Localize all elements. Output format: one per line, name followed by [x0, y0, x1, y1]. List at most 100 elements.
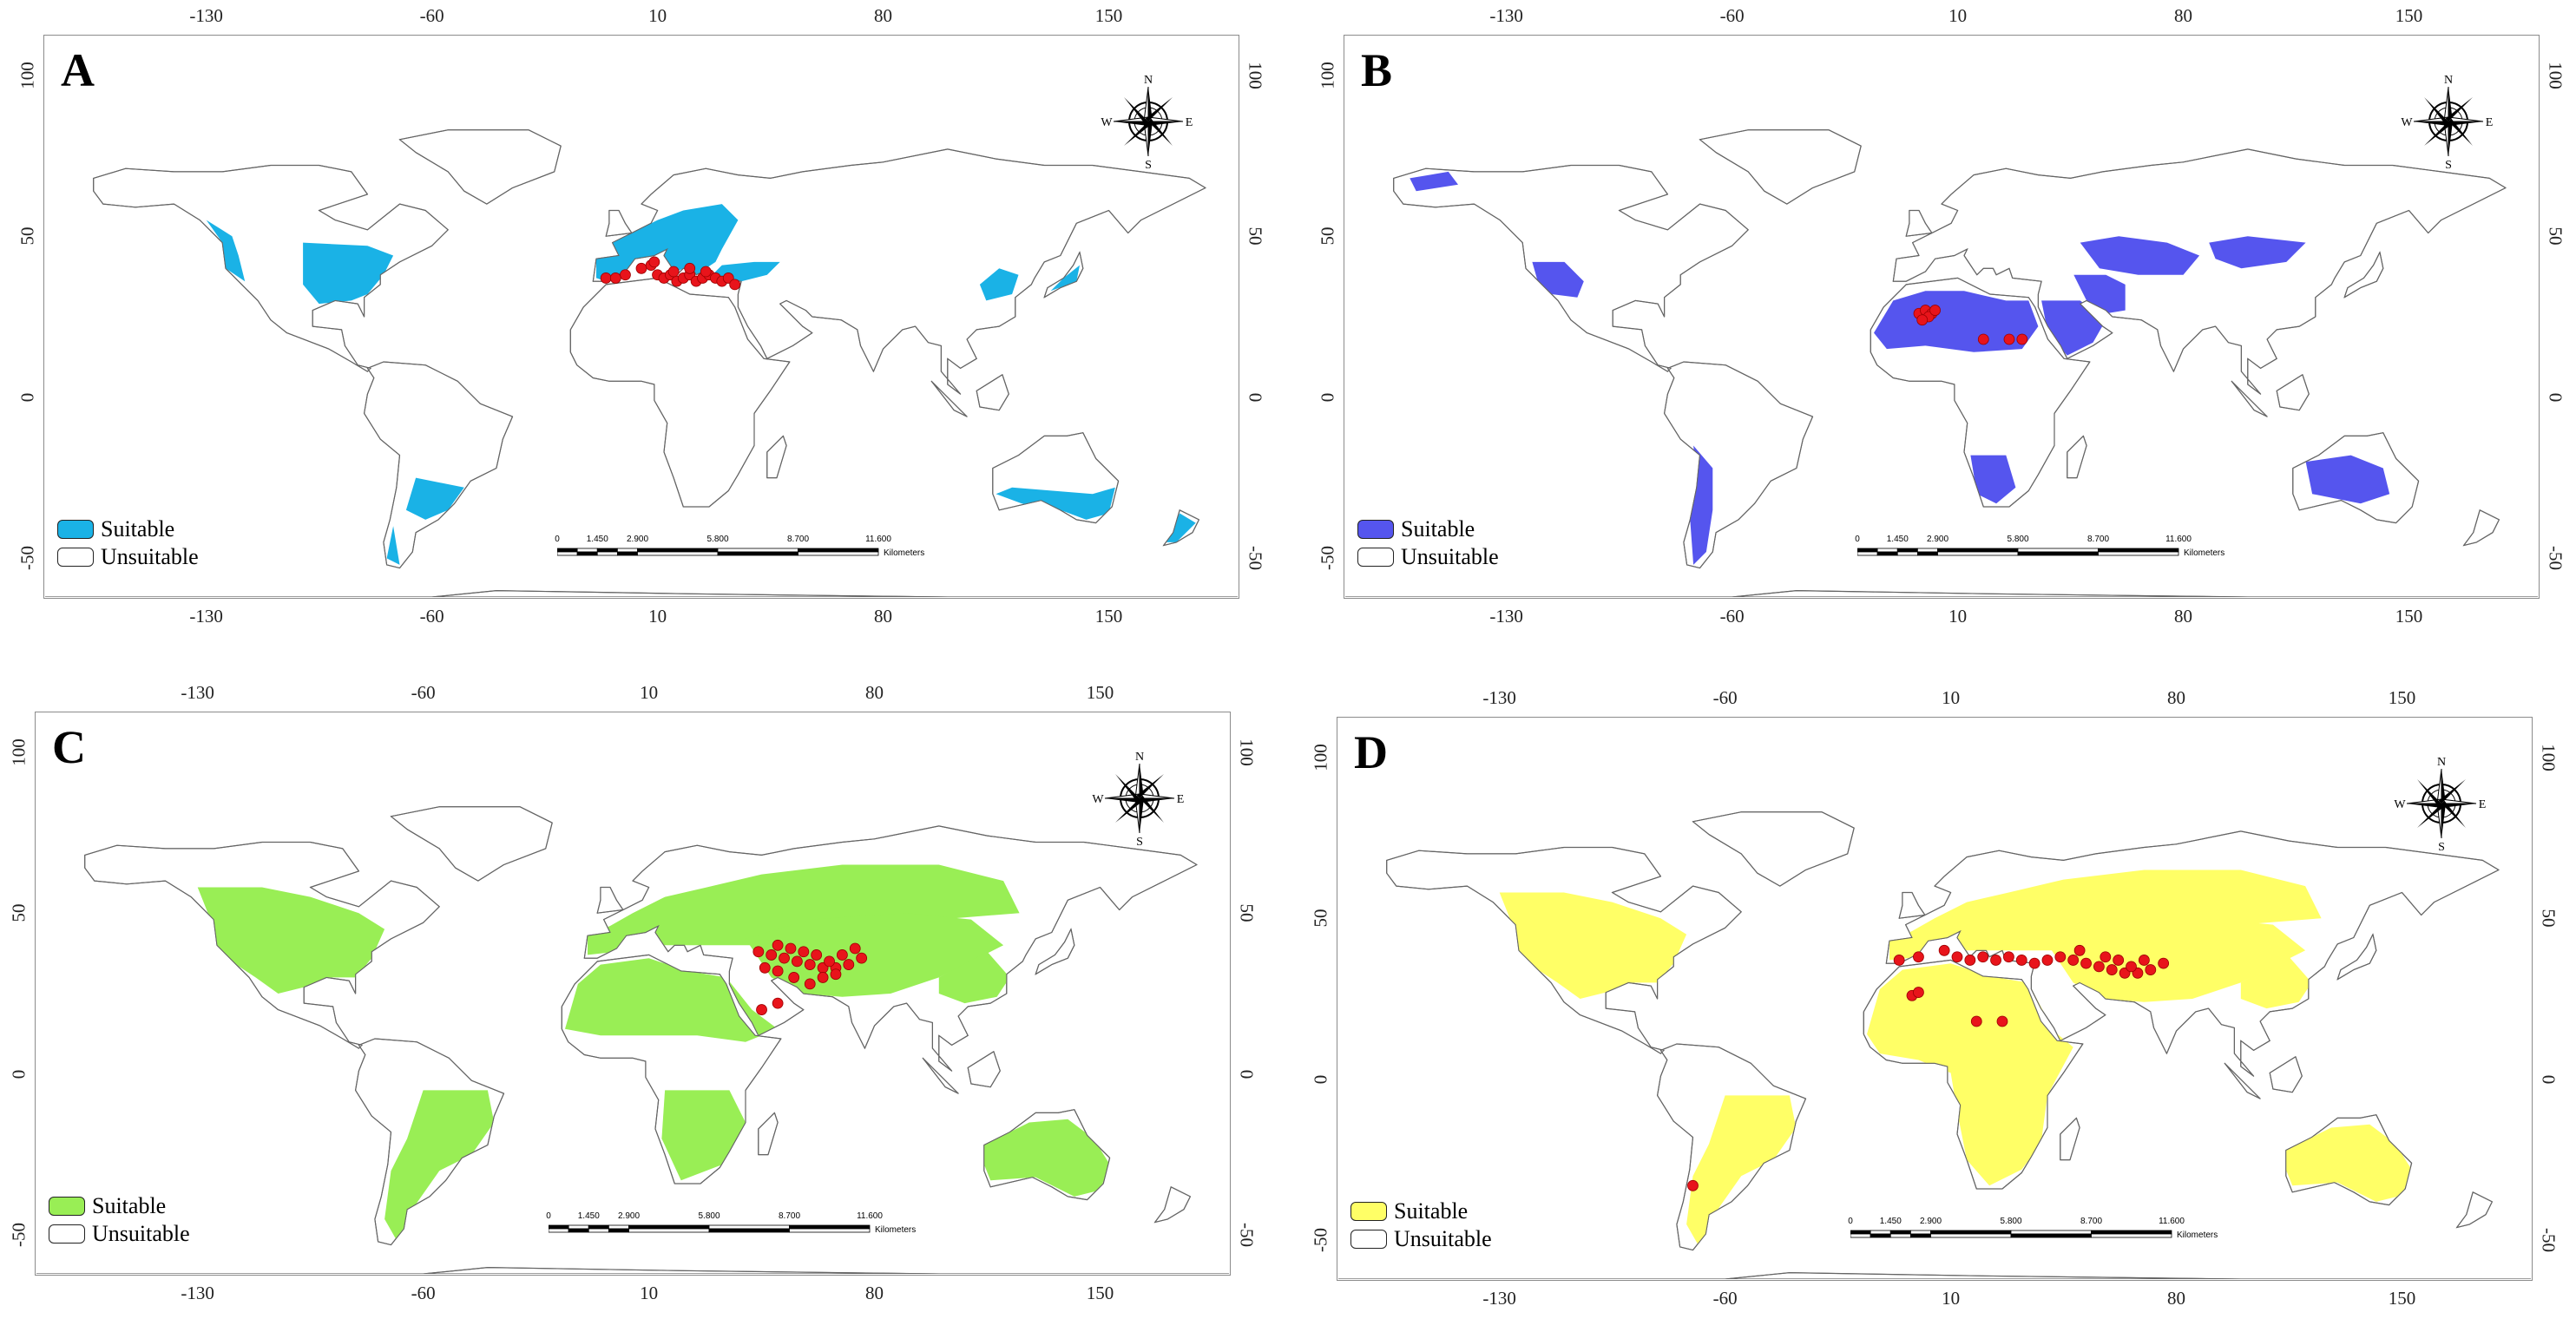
panel-letter: C [52, 721, 86, 773]
suitable-area-europe-broad [1889, 869, 2322, 961]
occurrence-point [836, 949, 848, 961]
occurrence-point [2126, 961, 2137, 973]
x-tick-label: -60 [1712, 1288, 1738, 1309]
suitable-area-north-america-east [303, 242, 394, 305]
scale-label: 2.900 [617, 1211, 641, 1221]
x-tick-label: 80 [874, 606, 892, 627]
occurrence-point [785, 942, 797, 955]
occurrence-point [648, 256, 660, 268]
occurrence-point [2054, 951, 2067, 963]
landmass [1905, 209, 1933, 237]
suitable-area-east-asia [979, 268, 1019, 301]
suitable-area-central-asia-broad [746, 913, 1004, 997]
x-tick-label: -60 [1719, 606, 1745, 627]
y-tick-label: 0 [1245, 392, 1266, 403]
occurrence-point [1687, 1179, 1699, 1191]
suitable-area-south-america-south [386, 526, 400, 565]
legend-swatch-suitable [1350, 1202, 1387, 1221]
occurrence-point [772, 939, 784, 951]
scale-label: 1.450 [586, 535, 608, 544]
y-tick-label: 100 [2545, 61, 2566, 89]
occurrence-point [2158, 957, 2170, 969]
scale-bar-graphic [1857, 548, 2179, 556]
x-tick-label: -130 [1489, 5, 1523, 26]
x-tick-label: 150 [1086, 1283, 1114, 1303]
legend-swatch-suitable [1357, 520, 1394, 539]
occurrence-point [2145, 964, 2157, 975]
scale-unit-label: Kilometers [2177, 1230, 2218, 1240]
compass-label-w: W [1092, 793, 1104, 806]
occurrence-point [2106, 964, 2118, 975]
occurrence-point [2003, 951, 2014, 963]
legend: Suitable Unsuitable [1350, 1198, 1492, 1253]
occurrence-point [2093, 961, 2105, 973]
occurrence-point [766, 949, 778, 961]
legend-unsuitable: Unsuitable [57, 543, 199, 571]
y-tick-label: -50 [1236, 1223, 1258, 1248]
scale-unit-label: Kilometers [875, 1225, 917, 1235]
scale-label: 2.900 [1926, 535, 1949, 544]
x-tick-label: -130 [1489, 606, 1523, 627]
suitable-area-south-america [1686, 1095, 1797, 1247]
occurrence-point [811, 949, 823, 961]
legend-label-unsuitable: Unsuitable [1401, 544, 1499, 569]
occurrence-point [667, 266, 680, 278]
y-tick-label: 50 [1317, 226, 1338, 246]
x-tick-label: -60 [1719, 5, 1745, 26]
landmass [1393, 164, 1749, 372]
scale-label: 1.450 [577, 1211, 600, 1221]
occurrence-point [2113, 955, 2125, 966]
y-tick-label: 0 [16, 392, 38, 403]
scale-label: 1.450 [1879, 1217, 1902, 1226]
y-tick-label: 100 [16, 61, 38, 89]
landmass [1345, 590, 2538, 597]
y-tick-label: -50 [2545, 546, 2566, 571]
suitable-area-north-america-broad [1499, 892, 1687, 999]
scale-label: 0 [1855, 535, 1860, 544]
legend-unsuitable: Unsuitable [1350, 1225, 1492, 1253]
compass-label-n: N [2437, 756, 2446, 769]
suitable-area-australia-interior [2305, 455, 2390, 504]
x-tick-label: -130 [189, 606, 223, 627]
x-tick-label: 80 [2167, 1288, 2185, 1309]
occurrence-point [772, 997, 784, 1009]
suitable-area-australia-broad [2285, 1124, 2412, 1202]
scale-label: 8.700 [2086, 535, 2110, 544]
landmass [398, 129, 562, 205]
x-tick-label: -60 [411, 1283, 436, 1303]
occurrence-point [1977, 333, 1989, 345]
legend: Suitable Unsuitable [49, 1192, 190, 1248]
y-tick-label: 50 [1310, 909, 1331, 928]
occurrence-point [729, 279, 741, 291]
compass-label-w: W [2401, 116, 2413, 129]
x-tick-label: 150 [2388, 687, 2416, 708]
landmass [1664, 361, 1814, 569]
x-tick-label: -60 [411, 682, 436, 703]
y-tick-label: 0 [8, 1069, 30, 1079]
landmass [93, 164, 449, 372]
scale-label: 11.600 [2159, 1217, 2185, 1226]
x-tick-label: 80 [2174, 5, 2192, 26]
scale-label: 2.900 [626, 535, 649, 544]
y-tick-label: -50 [8, 1223, 30, 1248]
x-tick-label: -60 [419, 606, 444, 627]
occurrence-point [1913, 987, 1924, 998]
legend-unsuitable: Unsuitable [1357, 543, 1499, 571]
suitable-area-australia-broad [983, 1119, 1110, 1197]
x-tick-label: 150 [2388, 1288, 2416, 1309]
y-tick-label: 0 [2538, 1074, 2560, 1085]
x-tick-label: 80 [2167, 687, 2185, 708]
compass-label-s: S [2445, 159, 2452, 169]
scale-label: 0 [555, 535, 560, 544]
scale-label: 11.600 [865, 535, 891, 544]
x-tick-label: -60 [419, 5, 444, 26]
compass-label-s: S [2438, 841, 2445, 851]
legend-unsuitable: Unsuitable [49, 1220, 190, 1248]
y-tick-label: 50 [2538, 909, 2560, 928]
x-tick-label: 150 [2395, 5, 2423, 26]
suitable-area-sahara [1874, 291, 2039, 352]
compass-label-n: N [1144, 74, 1153, 87]
suitable-area-australia-south [996, 487, 1115, 520]
legend-label-suitable: Suitable [101, 516, 175, 541]
x-tick-label: 10 [640, 1283, 659, 1303]
